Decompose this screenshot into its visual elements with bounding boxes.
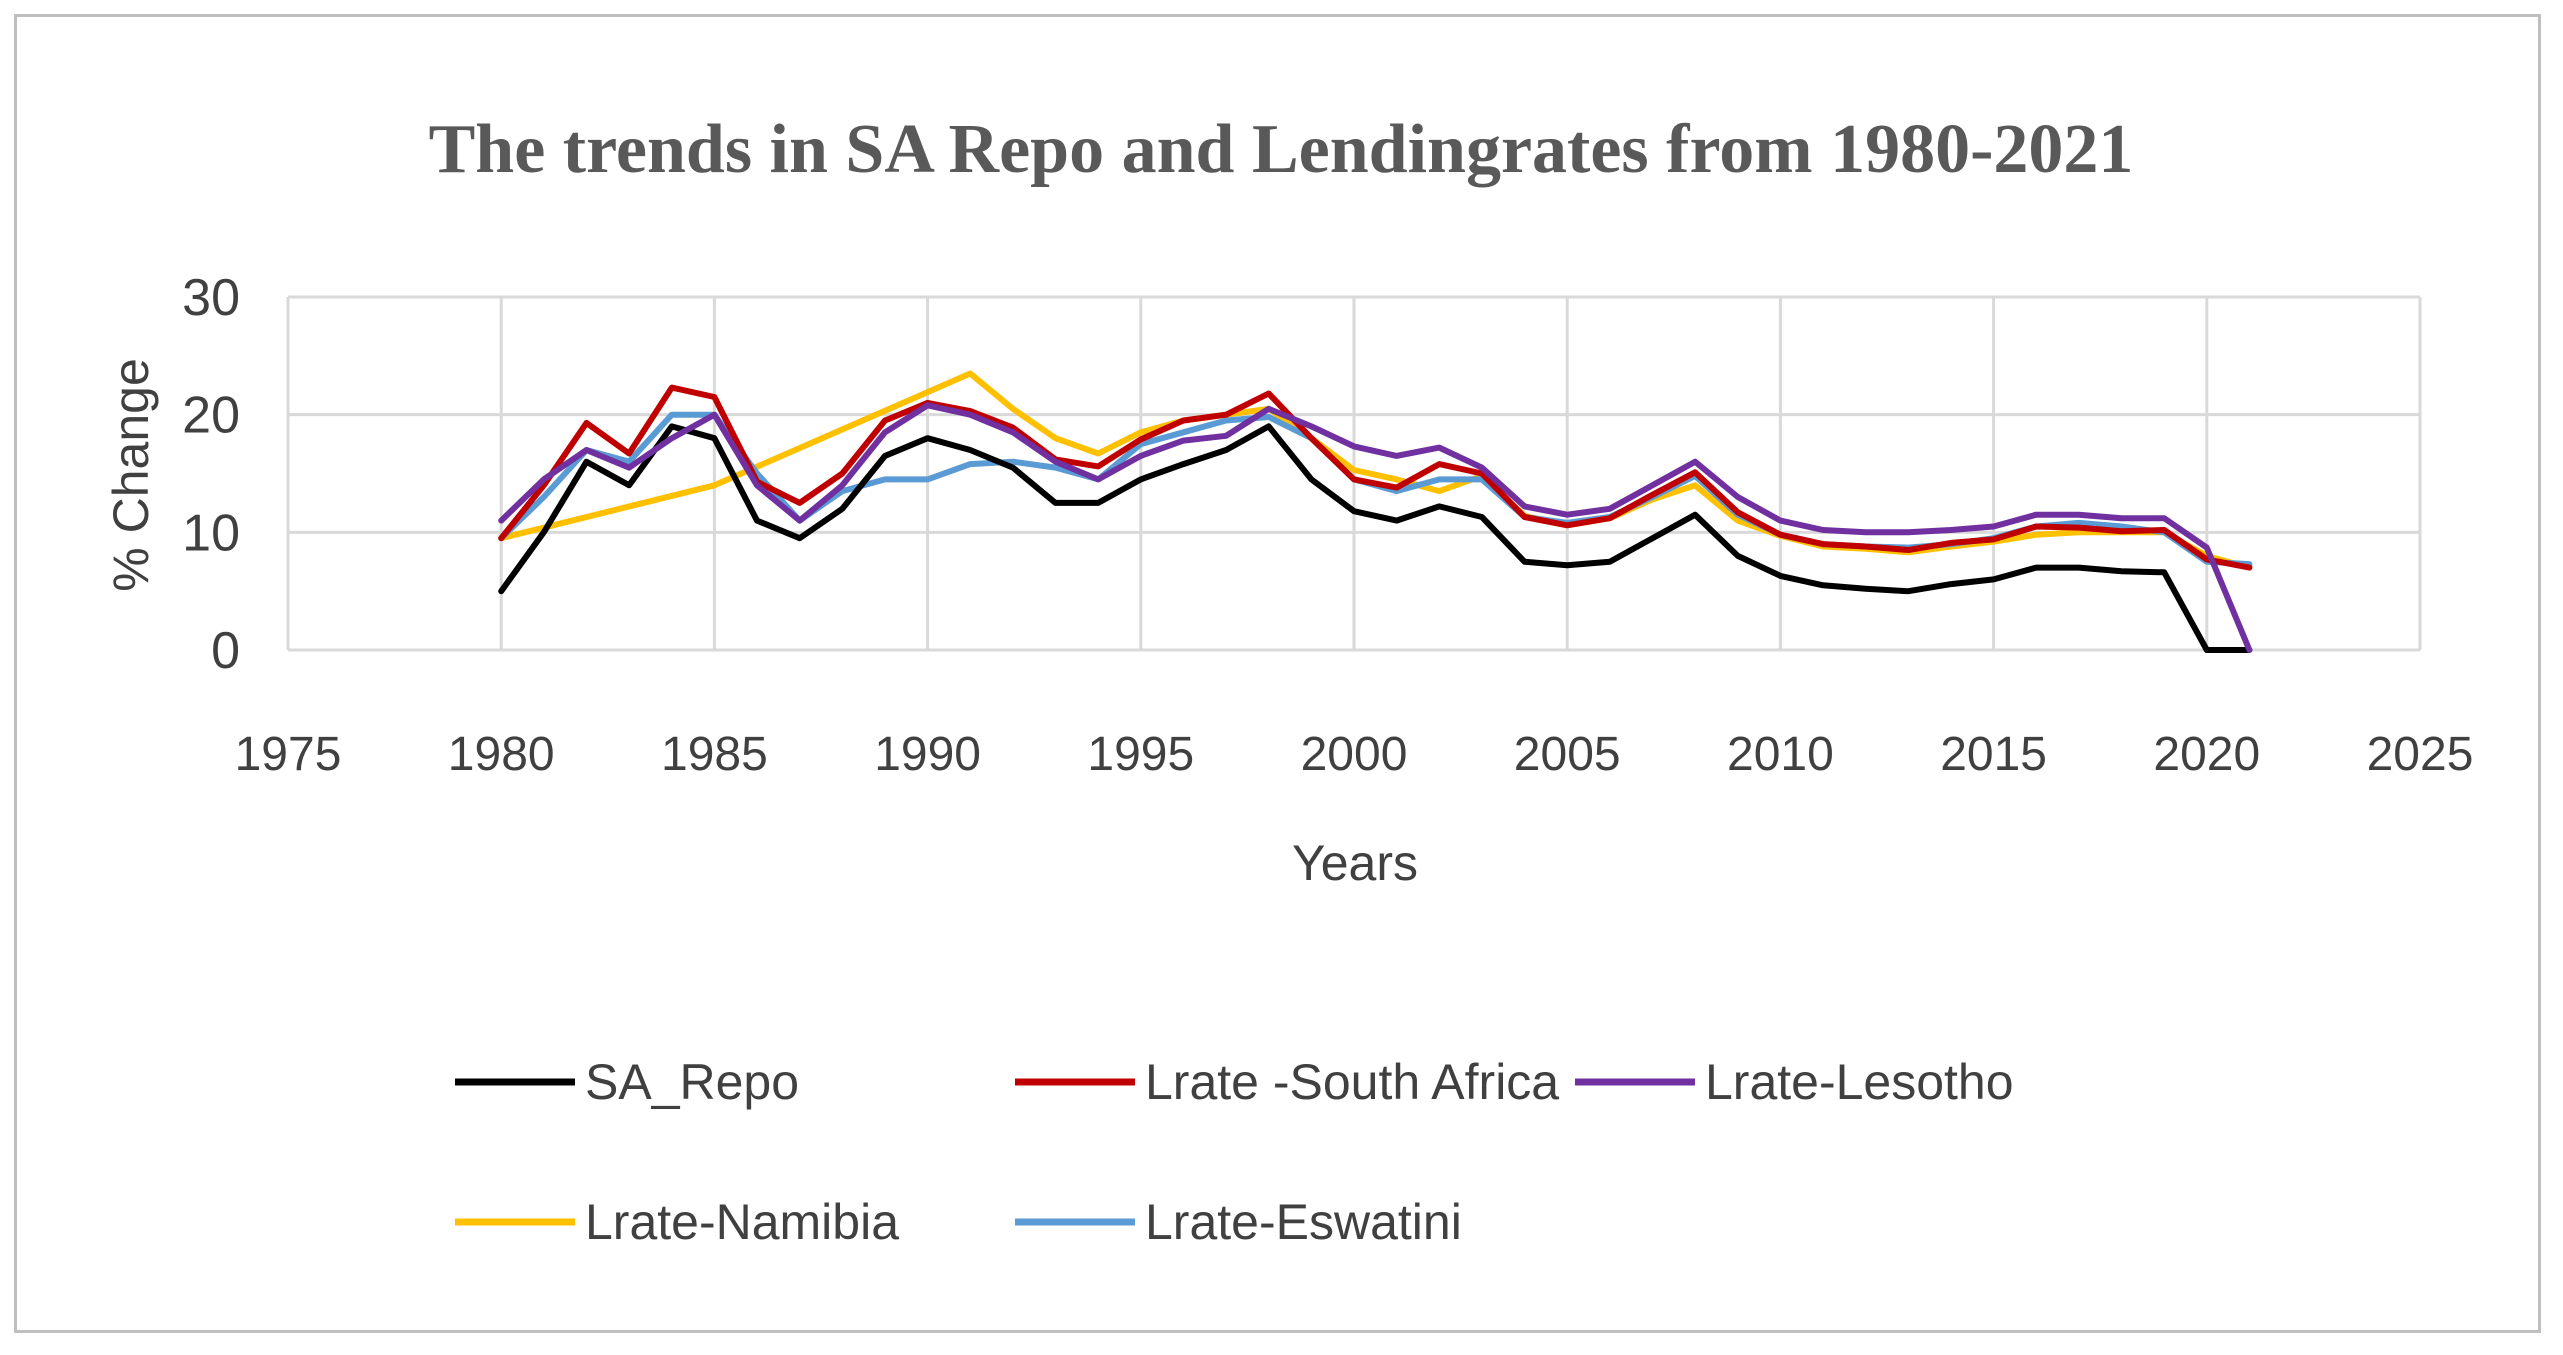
y-tick-label: 30 [182, 269, 240, 327]
x-tick-label: 1985 [661, 728, 768, 781]
x-tick-label: 1975 [235, 728, 342, 781]
legend-label-eswatini: Lrate-Eswatini [1145, 1194, 1462, 1250]
y-axis-label: % Change [103, 358, 159, 592]
legend-label-lesotho: Lrate-Lesotho [1705, 1054, 2014, 1110]
legend-item-sa-repo[interactable]: SA_Repo [455, 1054, 799, 1110]
x-tick-label: 2020 [2153, 728, 2260, 781]
x-tick-label: 2015 [1940, 728, 2047, 781]
y-axis-ticks: 0 10 20 30 [182, 269, 240, 680]
x-tick-label: 2010 [1727, 728, 1834, 781]
y-tick-label: 0 [211, 622, 240, 680]
y-tick-label: 10 [182, 504, 240, 562]
x-tick-label: 2000 [1301, 728, 1408, 781]
chart-frame [14, 14, 2541, 1333]
x-axis-label: Years [1292, 835, 1418, 891]
series-line-sa-repo [498, 423, 2253, 653]
x-tick-label: 2025 [2367, 728, 2474, 781]
legend-item-eswatini[interactable]: Lrate-Eswatini [1015, 1194, 1462, 1250]
y-tick-label: 20 [182, 387, 240, 445]
legend-label-sa-repo: SA_Repo [585, 1054, 799, 1110]
legend-label-south-africa: Lrate -South Africa [1145, 1054, 1559, 1110]
legend: SA_Repo Lrate -South Africa Lrate-Lesoth… [455, 1054, 2014, 1250]
series-line-lrate-lesotho [498, 402, 2253, 653]
x-tick-label: 1980 [448, 728, 555, 781]
series-line-lrate-south-africa [498, 384, 2253, 571]
x-tick-label: 1995 [1087, 728, 1194, 781]
x-tick-label: 1990 [874, 728, 981, 781]
series-lines [498, 370, 2253, 653]
x-tick-label: 2005 [1514, 728, 1621, 781]
legend-item-lesotho[interactable]: Lrate-Lesotho [1575, 1054, 2014, 1110]
legend-label-namibia: Lrate-Namibia [585, 1194, 899, 1250]
legend-item-namibia[interactable]: Lrate-Namibia [455, 1194, 899, 1250]
legend-item-south-africa[interactable]: Lrate -South Africa [1015, 1054, 1559, 1110]
chart-title: The trends in SA Repo and Lendingrates f… [429, 111, 2134, 188]
x-axis-ticks: 1975 1980 1985 1990 1995 2000 2005 2010 2015 2020… [235, 728, 2474, 781]
